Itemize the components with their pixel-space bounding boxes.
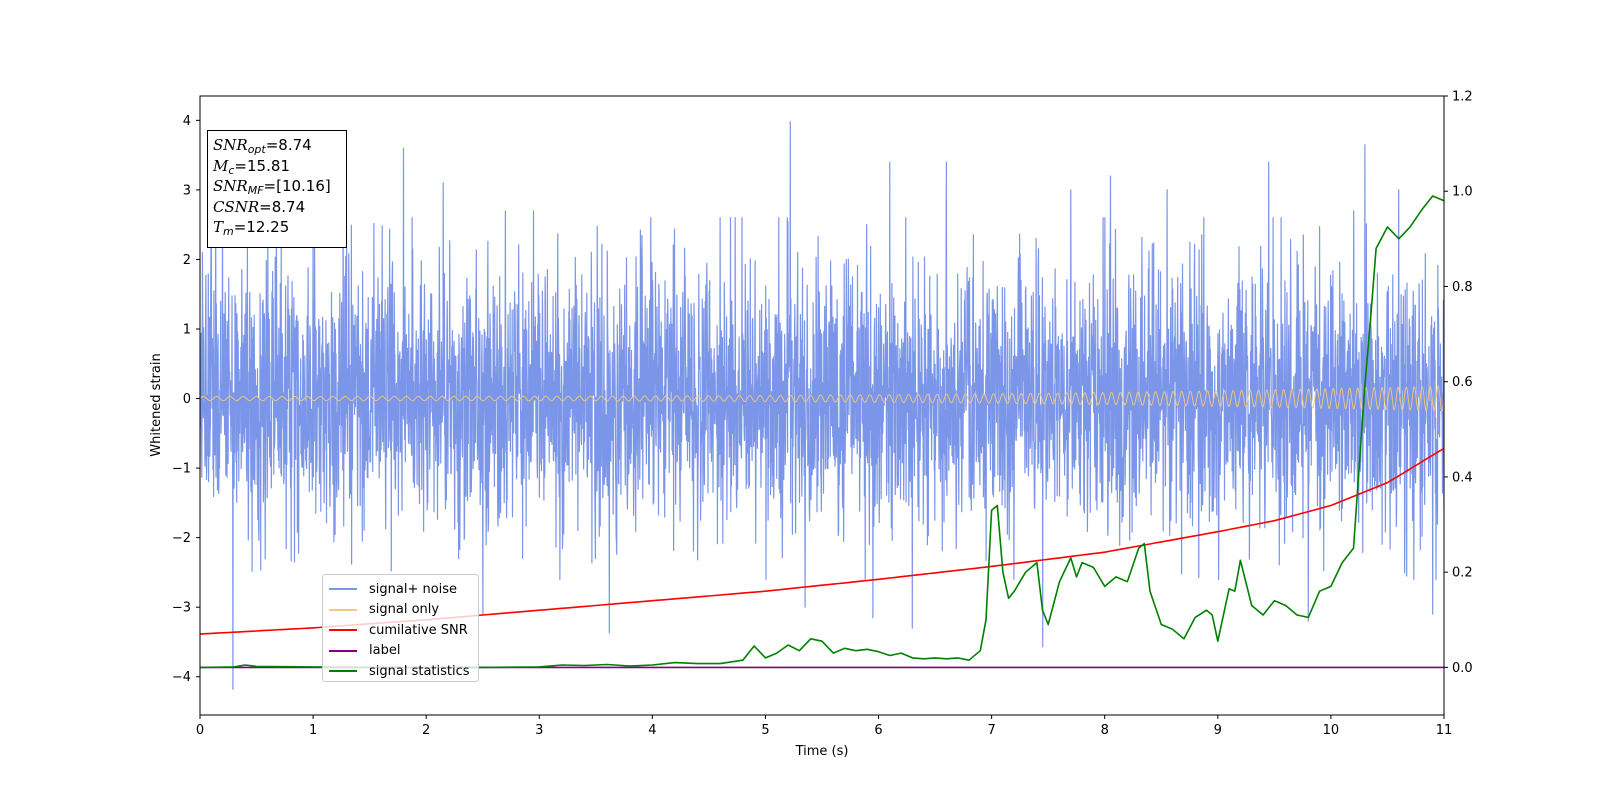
snr-mf-line: SNRMF=[10.16]	[213, 177, 331, 197]
y-tick-label: −1	[172, 462, 191, 477]
snr-opt-value: =8.74	[265, 136, 312, 154]
y2-tick-label: 1.0	[1452, 185, 1473, 200]
x-tick-label: 7	[987, 723, 995, 738]
csnr-value: =8.74	[259, 197, 306, 216]
series-signal-noise	[200, 121, 1444, 690]
x-tick-label: 4	[648, 723, 656, 738]
mc-line: Mc=15.81	[213, 156, 290, 177]
x-tick-label: 8	[1101, 723, 1109, 738]
snr-opt-line: SNRopt=8.74	[213, 136, 312, 156]
legend-label: cumilative SNR	[369, 622, 468, 638]
info-annotation-box: SNRopt=8.74 Mc=15.81 SNRMF=[10.16] CSNR=…	[207, 130, 347, 248]
legend-label: label	[369, 643, 401, 659]
y2-tick-label: 0.0	[1452, 661, 1473, 676]
legend-swatch	[329, 608, 357, 611]
axes-layer: 0 1 2 3 4 5 6 7 8 9 10 1143210−1−2−3−41.21.00.80.60…	[172, 90, 1473, 739]
x-axis-label: Time (s)	[795, 744, 849, 759]
y-tick-label: 1	[183, 322, 191, 337]
x-tick-label: 6	[874, 723, 882, 738]
x-tick-label: 2	[422, 723, 430, 738]
legend-item-signal-noise: signal+ noise	[329, 579, 472, 600]
y-tick-label: 0	[183, 392, 191, 407]
legend-item-label: label	[329, 641, 472, 662]
legend-label: signal statistics	[369, 663, 470, 679]
y-tick-label: −3	[172, 601, 191, 616]
legend-item-signal-statistics: signal statistics	[329, 661, 472, 682]
csnr-line: CSNR=8.74	[213, 197, 306, 216]
mc-value: =15.81	[234, 156, 290, 175]
y2-tick-label: 0.2	[1452, 566, 1473, 581]
x-tick-label: 11	[1436, 723, 1453, 738]
legend-swatch	[329, 670, 357, 673]
legend-item-signal-only: signal only	[329, 600, 472, 621]
y-axis-label: Whitened strain	[149, 353, 164, 456]
x-tick-label: 0	[196, 723, 204, 738]
snr-mf-value: =[10.16]	[263, 177, 331, 195]
tm-line: Tm=12.25	[213, 218, 290, 238]
legend-label: signal only	[369, 602, 440, 618]
x-tick-label: 10	[1323, 723, 1340, 738]
series-signal-statistics	[200, 195, 1444, 669]
series-signal-only	[200, 385, 1444, 412]
x-tick-label: 3	[535, 723, 543, 738]
x-tick-label: 9	[1214, 723, 1222, 738]
y-tick-label: −2	[172, 531, 191, 546]
y2-tick-label: 0.6	[1452, 375, 1473, 390]
y-tick-label: 3	[183, 183, 191, 198]
y-tick-label: −4	[172, 670, 191, 685]
legend-label: signal+ noise	[369, 581, 458, 597]
legend: signal+ noise signal only cumilative SNR…	[322, 574, 479, 682]
y2-tick-label: 0.8	[1452, 280, 1473, 295]
legend-item-cumulative-snr: cumilative SNR	[329, 620, 472, 641]
y2-tick-label: 0.4	[1452, 470, 1473, 485]
y2-tick-label: 1.2	[1452, 90, 1473, 105]
legend-swatch	[329, 649, 357, 652]
x-tick-label: 5	[761, 723, 769, 738]
y-tick-label: 4	[183, 114, 191, 129]
x-tick-label: 1	[309, 723, 317, 738]
plot-frame	[199, 95, 1445, 716]
legend-swatch	[329, 629, 357, 632]
tm-value: =12.25	[233, 218, 290, 236]
legend-swatch	[329, 588, 357, 591]
y-tick-label: 2	[183, 253, 191, 268]
